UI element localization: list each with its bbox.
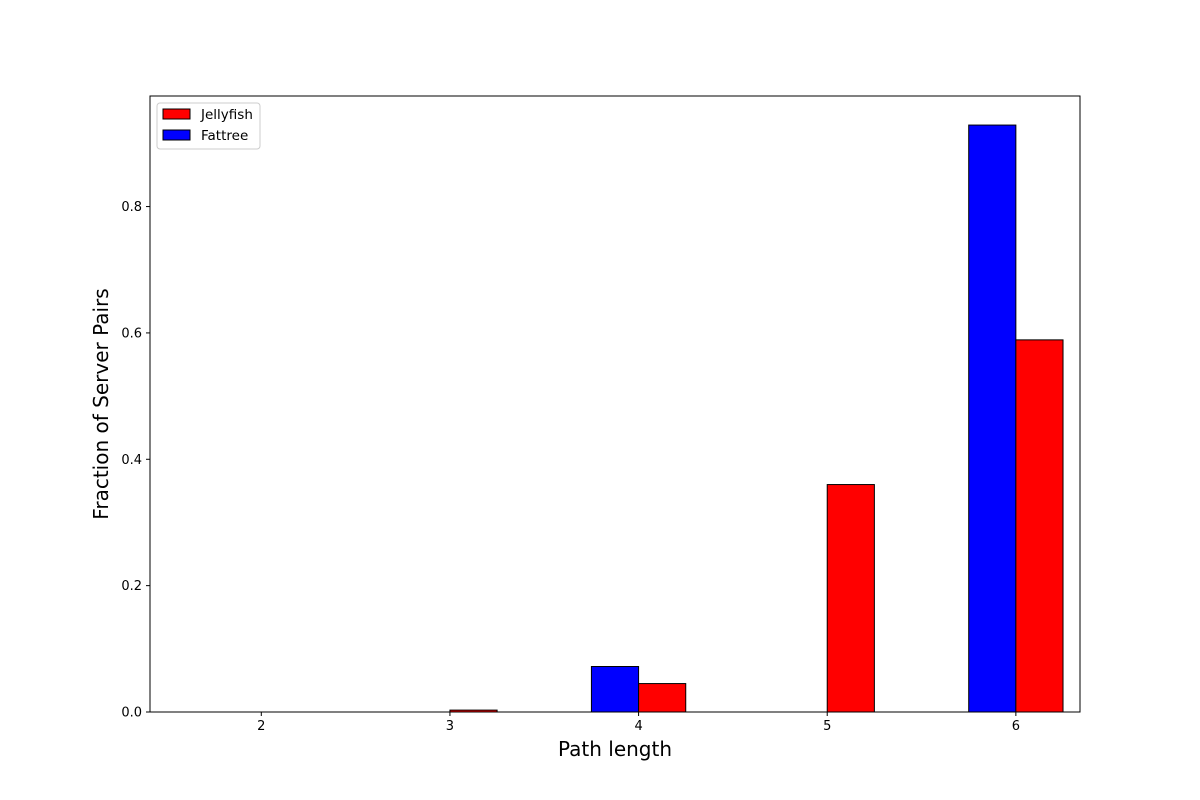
x-tick-label: 5 xyxy=(823,719,831,734)
y-tick-label: 0.4 xyxy=(121,453,142,468)
bar-fattree-6 xyxy=(968,124,1017,713)
bar-fattree-4 xyxy=(590,666,640,713)
y-tick-label: 0.0 xyxy=(121,706,142,721)
x-tick-label: 2 xyxy=(257,719,265,734)
y-tick-label: 0.8 xyxy=(121,200,142,215)
plot-frame xyxy=(149,95,1081,713)
legend: Jellyfish Fattree xyxy=(156,102,261,150)
x-axis-ticks: 2 3 4 5 6 xyxy=(257,712,1020,734)
legend-label-jellyfish: Jellyfish xyxy=(200,107,253,123)
bars-group xyxy=(449,124,1064,713)
x-tick-label: 4 xyxy=(634,719,642,734)
x-axis-label: Path length xyxy=(558,737,672,761)
legend-swatch-jellyfish xyxy=(162,108,191,120)
bar-jellyfish-5 xyxy=(826,484,875,713)
y-axis-ticks: 0.0 0.2 0.4 0.6 0.8 xyxy=(121,200,150,721)
legend-swatch-fattree xyxy=(162,129,191,141)
y-tick-label: 0.2 xyxy=(121,579,142,594)
legend-label-fattree: Fattree xyxy=(201,128,248,144)
y-tick-label: 0.6 xyxy=(121,326,142,341)
x-tick-label: 6 xyxy=(1012,719,1020,734)
x-tick-label: 3 xyxy=(446,719,454,734)
y-axis-label: Fraction of Server Pairs xyxy=(89,288,113,519)
bar-jellyfish-6 xyxy=(1015,339,1064,713)
bar-jellyfish-4 xyxy=(638,683,687,713)
